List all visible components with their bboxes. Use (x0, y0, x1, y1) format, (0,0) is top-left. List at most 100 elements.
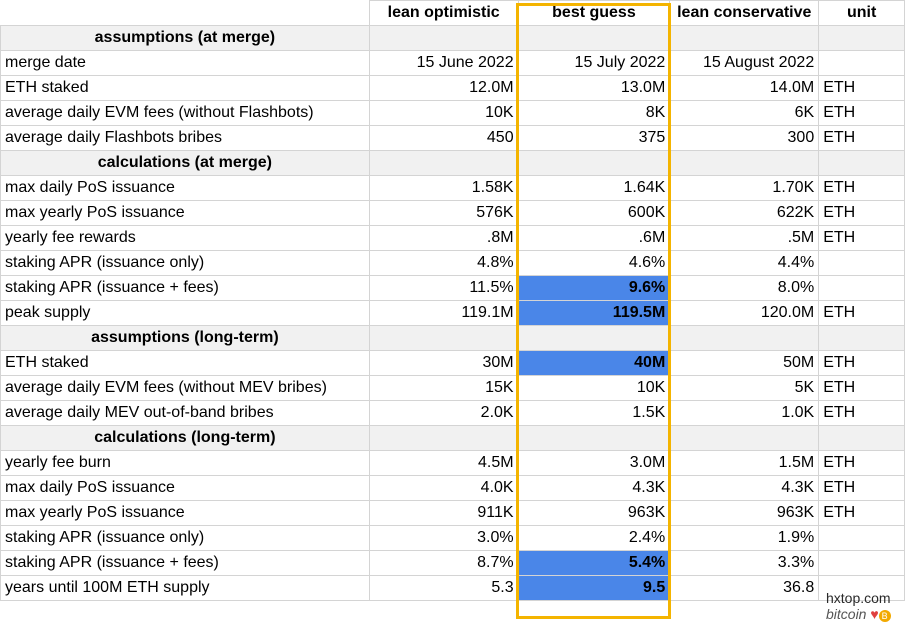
unit-cell[interactable]: ETH (818, 350, 905, 376)
row-label-cell[interactable]: max yearly PoS issuance (0, 500, 370, 526)
value-cell-lean-conservative[interactable]: 36.8 (669, 575, 820, 601)
section-title[interactable]: assumptions (long-term) (0, 325, 370, 351)
empty-cell[interactable] (368, 25, 519, 51)
empty-cell[interactable] (669, 150, 820, 176)
value-cell-best-guess[interactable]: 375 (517, 125, 671, 151)
unit-cell[interactable]: ETH (818, 200, 905, 226)
value-cell-lean-conservative[interactable]: 5K (669, 375, 820, 401)
value-cell-best-guess[interactable]: 8K (517, 100, 671, 126)
value-cell-lean-optimistic[interactable]: 30M (368, 350, 519, 376)
value-cell-lean-optimistic[interactable]: 4.5M (368, 450, 519, 476)
value-cell-best-guess[interactable]: 1.64K (517, 175, 671, 201)
header-unit[interactable]: unit (818, 0, 905, 26)
empty-cell[interactable] (517, 425, 671, 451)
corner-cell[interactable] (0, 0, 370, 26)
value-cell-lean-optimistic[interactable]: 5.3 (368, 575, 519, 601)
value-cell-lean-optimistic[interactable]: 4.0K (368, 475, 519, 501)
value-cell-best-guess[interactable]: 2.4% (517, 525, 671, 551)
value-cell-lean-optimistic[interactable]: 911K (368, 500, 519, 526)
empty-cell[interactable] (368, 425, 519, 451)
unit-cell[interactable] (818, 525, 905, 551)
value-cell-lean-conservative[interactable]: .5M (669, 225, 820, 251)
value-cell-lean-optimistic[interactable]: 8.7% (368, 550, 519, 576)
unit-cell[interactable] (818, 50, 905, 76)
empty-cell[interactable] (517, 325, 671, 351)
row-label-cell[interactable]: yearly fee burn (0, 450, 370, 476)
value-cell-best-guess[interactable]: 600K (517, 200, 671, 226)
section-title[interactable]: calculations (at merge) (0, 150, 370, 176)
value-cell-lean-optimistic[interactable]: .8M (368, 225, 519, 251)
value-cell-best-guess[interactable]: 15 July 2022 (517, 50, 671, 76)
value-cell-best-guess[interactable]: 4.6% (517, 250, 671, 276)
value-cell-lean-conservative[interactable]: 6K (669, 100, 820, 126)
row-label-cell[interactable]: average daily MEV out-of-band bribes (0, 400, 370, 426)
unit-cell[interactable] (818, 575, 905, 601)
row-label-cell[interactable]: max daily PoS issuance (0, 475, 370, 501)
value-cell-lean-conservative[interactable]: 4.4% (669, 250, 820, 276)
unit-cell[interactable]: ETH (818, 375, 905, 401)
value-cell-lean-conservative[interactable]: 1.9% (669, 525, 820, 551)
empty-cell[interactable] (669, 425, 820, 451)
row-label-cell[interactable]: years until 100M ETH supply (0, 575, 370, 601)
value-cell-lean-conservative[interactable]: 1.0K (669, 400, 820, 426)
value-cell-best-guess[interactable]: 4.3K (517, 475, 671, 501)
unit-cell[interactable]: ETH (818, 100, 905, 126)
value-cell-lean-conservative[interactable]: 300 (669, 125, 820, 151)
unit-cell[interactable] (818, 275, 905, 301)
empty-cell[interactable] (669, 25, 820, 51)
empty-cell[interactable] (818, 150, 905, 176)
value-cell-lean-conservative[interactable]: 14.0M (669, 75, 820, 101)
value-cell-lean-conservative[interactable]: 3.3% (669, 550, 820, 576)
header-best-guess[interactable]: best guess (517, 0, 671, 26)
row-label-cell[interactable]: max yearly PoS issuance (0, 200, 370, 226)
unit-cell[interactable]: ETH (818, 475, 905, 501)
row-label-cell[interactable]: staking APR (issuance + fees) (0, 275, 370, 301)
value-cell-lean-conservative[interactable]: 622K (669, 200, 820, 226)
row-label-cell[interactable]: average daily Flashbots bribes (0, 125, 370, 151)
value-cell-best-guess[interactable]: 3.0M (517, 450, 671, 476)
value-cell-lean-optimistic[interactable]: 15K (368, 375, 519, 401)
row-label-cell[interactable]: staking APR (issuance + fees) (0, 550, 370, 576)
unit-cell[interactable]: ETH (818, 450, 905, 476)
value-cell-lean-optimistic[interactable]: 1.58K (368, 175, 519, 201)
value-cell-lean-optimistic[interactable]: 119.1M (368, 300, 519, 326)
value-cell-lean-optimistic[interactable]: 10K (368, 100, 519, 126)
row-label-cell[interactable]: merge date (0, 50, 370, 76)
value-cell-best-guess[interactable]: 10K (517, 375, 671, 401)
empty-cell[interactable] (517, 25, 671, 51)
unit-cell[interactable]: ETH (818, 225, 905, 251)
section-title[interactable]: calculations (long-term) (0, 425, 370, 451)
row-label-cell[interactable]: average daily EVM fees (without Flashbot… (0, 100, 370, 126)
empty-cell[interactable] (368, 150, 519, 176)
value-cell-lean-optimistic[interactable]: 12.0M (368, 75, 519, 101)
empty-cell[interactable] (818, 325, 905, 351)
value-cell-lean-optimistic[interactable]: 576K (368, 200, 519, 226)
value-cell-best-guess[interactable]: .6M (517, 225, 671, 251)
value-cell-best-guess[interactable]: 9.6% (517, 275, 671, 301)
value-cell-best-guess[interactable]: 13.0M (517, 75, 671, 101)
empty-cell[interactable] (517, 150, 671, 176)
value-cell-best-guess[interactable]: 5.4% (517, 550, 671, 576)
value-cell-best-guess[interactable]: 119.5M (517, 300, 671, 326)
value-cell-lean-conservative[interactable]: 1.70K (669, 175, 820, 201)
value-cell-lean-conservative[interactable]: 963K (669, 500, 820, 526)
value-cell-lean-optimistic[interactable]: 15 June 2022 (368, 50, 519, 76)
value-cell-lean-optimistic[interactable]: 450 (368, 125, 519, 151)
value-cell-lean-conservative[interactable]: 4.3K (669, 475, 820, 501)
unit-cell[interactable]: ETH (818, 175, 905, 201)
unit-cell[interactable] (818, 550, 905, 576)
row-label-cell[interactable]: peak supply (0, 300, 370, 326)
unit-cell[interactable]: ETH (818, 125, 905, 151)
empty-cell[interactable] (818, 25, 905, 51)
value-cell-lean-optimistic[interactable]: 2.0K (368, 400, 519, 426)
unit-cell[interactable]: ETH (818, 75, 905, 101)
empty-cell[interactable] (818, 425, 905, 451)
value-cell-lean-conservative[interactable]: 1.5M (669, 450, 820, 476)
value-cell-lean-optimistic[interactable]: 3.0% (368, 525, 519, 551)
value-cell-best-guess[interactable]: 1.5K (517, 400, 671, 426)
value-cell-best-guess[interactable]: 40M (517, 350, 671, 376)
value-cell-lean-optimistic[interactable]: 11.5% (368, 275, 519, 301)
value-cell-best-guess[interactable]: 963K (517, 500, 671, 526)
unit-cell[interactable]: ETH (818, 300, 905, 326)
row-label-cell[interactable]: staking APR (issuance only) (0, 525, 370, 551)
